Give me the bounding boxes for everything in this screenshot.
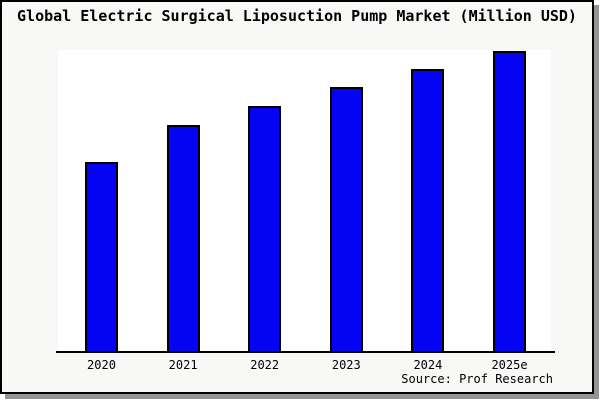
- bar-2025e: [493, 51, 526, 351]
- chart-window: Global Electric Surgical Liposuction Pum…: [0, 0, 594, 394]
- x-axis-line: [56, 351, 555, 353]
- bar-2023: [329, 87, 363, 351]
- plot-area: [58, 50, 551, 351]
- x-tick-label-2025e: 2025e: [491, 358, 528, 372]
- x-tick-label-2020: 2020: [87, 358, 116, 372]
- x-tick-label-2022: 2022: [250, 358, 280, 372]
- bar-2020: [85, 162, 118, 351]
- bar-2022: [248, 106, 282, 351]
- chart-title: Global Electric Surgical Liposuction Pum…: [17, 7, 577, 25]
- x-tick-label-2023: 2023: [331, 358, 361, 372]
- source-note: Source: Prof Research: [401, 372, 553, 386]
- x-axis-tick-labels: 2020 2021 2022 2023 2024 2025e: [58, 358, 551, 374]
- bar-2021: [166, 125, 200, 351]
- x-tick-label-2024: 2024: [413, 358, 443, 372]
- x-tick-label-2021: 2021: [168, 358, 198, 372]
- bar-2024: [411, 69, 445, 351]
